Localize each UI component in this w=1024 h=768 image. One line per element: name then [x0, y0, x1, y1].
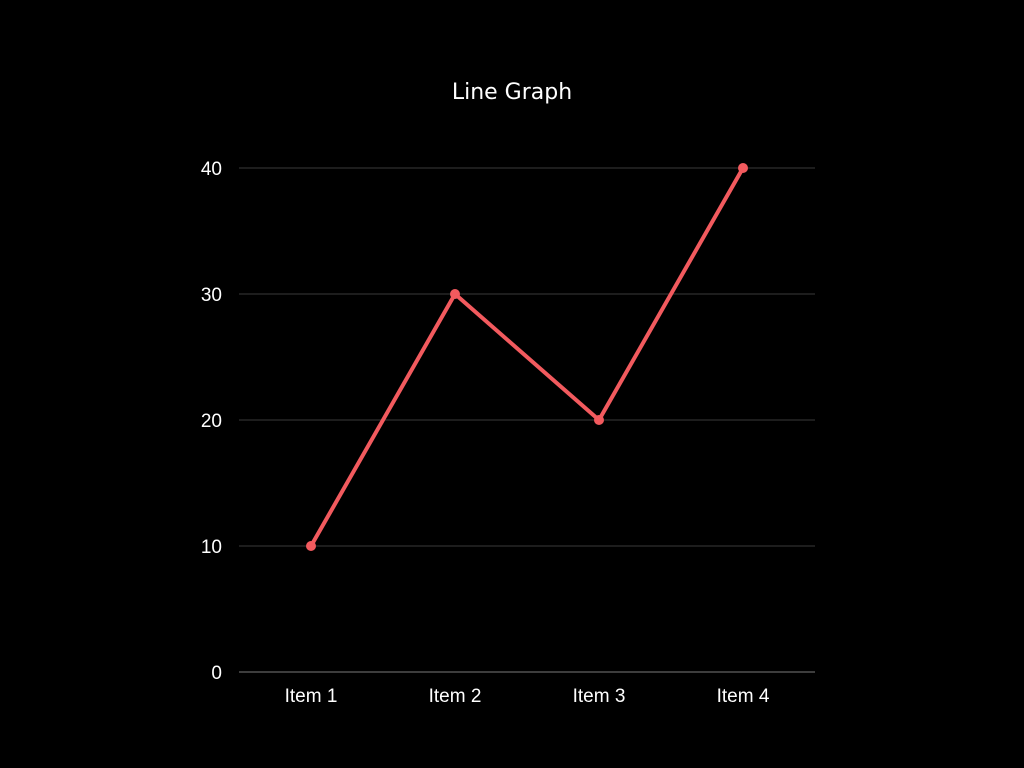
data-point [738, 163, 748, 173]
x-axis-ticks: Item 1 Item 2 Item 3 Item 4 [285, 686, 770, 707]
gridlines [239, 167, 815, 673]
x-tick-label: Item 4 [717, 686, 770, 707]
x-tick-label: Item 1 [285, 686, 338, 707]
x-tick-label: Item 3 [573, 686, 626, 707]
series-layer [306, 163, 748, 551]
data-point [306, 541, 316, 551]
y-tick-label: 20 [201, 411, 222, 432]
chart-title: Line Graph [452, 80, 572, 105]
y-tick-label: 10 [201, 537, 222, 558]
y-axis-ticks: 0 10 20 30 40 [201, 159, 222, 684]
y-tick-label: 0 [211, 663, 222, 684]
y-tick-label: 30 [201, 285, 222, 306]
y-tick-label: 40 [201, 159, 222, 180]
series-line [309, 166, 745, 548]
data-point [450, 289, 460, 299]
data-point [594, 415, 604, 425]
x-tick-label: Item 2 [429, 686, 482, 707]
